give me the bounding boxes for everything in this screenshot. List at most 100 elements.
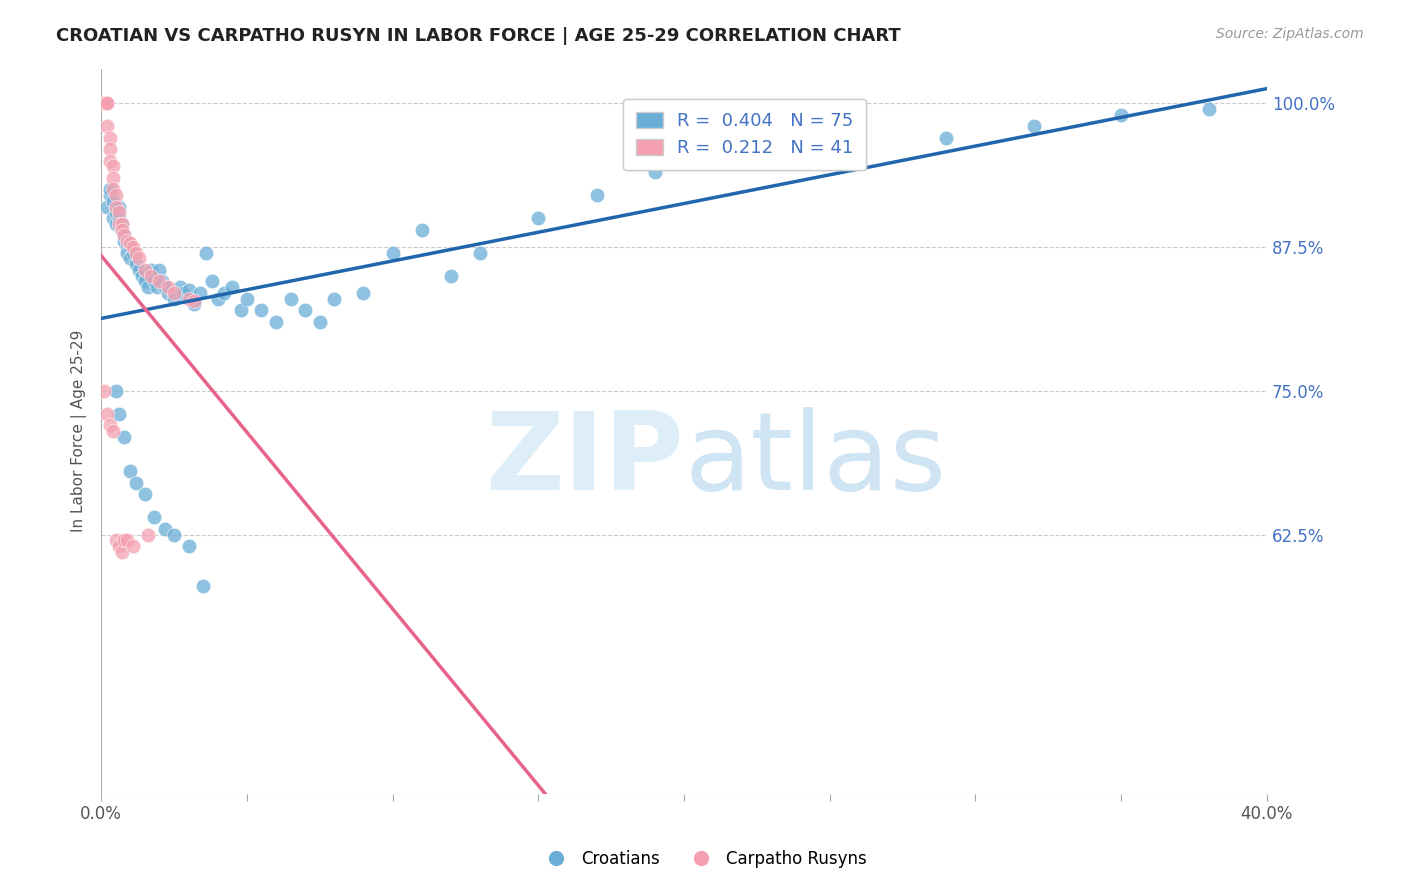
Point: [104, 200, 127, 214]
Point: [125, 245, 148, 260]
Point: [294, 303, 316, 318]
Point: [177, 292, 200, 306]
Point: [98, 153, 121, 168]
Point: [128, 263, 150, 277]
Point: [172, 285, 194, 300]
Point: [107, 407, 129, 421]
Point: [117, 234, 139, 248]
Point: [101, 194, 124, 208]
Point: [101, 160, 124, 174]
Point: [308, 315, 330, 329]
Point: [702, 153, 724, 168]
Point: [468, 245, 491, 260]
Point: [157, 285, 180, 300]
Point: [381, 245, 404, 260]
Point: [201, 275, 224, 289]
Point: [104, 205, 127, 219]
Point: [212, 285, 235, 300]
Point: [157, 280, 180, 294]
Point: [136, 280, 159, 294]
Point: [177, 283, 200, 297]
Point: [352, 285, 374, 300]
Point: [122, 245, 145, 260]
Point: [96, 96, 118, 111]
Point: [848, 142, 870, 156]
Point: [139, 263, 162, 277]
Point: [163, 285, 186, 300]
Point: [96, 119, 118, 133]
Point: [139, 268, 162, 283]
Point: [110, 545, 132, 559]
Point: [440, 268, 463, 283]
Point: [761, 148, 783, 162]
Point: [142, 275, 165, 289]
Point: [117, 533, 139, 548]
Point: [125, 475, 148, 490]
Point: [1022, 119, 1045, 133]
Point: [114, 533, 136, 548]
Point: [98, 188, 121, 202]
Point: [163, 527, 186, 541]
Point: [107, 200, 129, 214]
Point: [155, 280, 177, 294]
Point: [644, 165, 666, 179]
Point: [104, 188, 127, 202]
Point: [128, 252, 150, 266]
Point: [250, 303, 273, 318]
Text: atlas: atlas: [683, 407, 946, 513]
Text: ZIP: ZIP: [485, 407, 683, 513]
Point: [191, 579, 214, 593]
Point: [114, 228, 136, 243]
Point: [110, 222, 132, 236]
Point: [183, 297, 205, 311]
Point: [110, 217, 132, 231]
Point: [101, 182, 124, 196]
Point: [110, 222, 132, 236]
Point: [155, 522, 177, 536]
Point: [120, 252, 142, 266]
Point: [264, 315, 287, 329]
Point: [935, 130, 957, 145]
Point: [101, 211, 124, 226]
Point: [93, 384, 115, 398]
Point: [163, 292, 186, 306]
Point: [96, 200, 118, 214]
Point: [114, 228, 136, 243]
Y-axis label: In Labor Force | Age 25-29: In Labor Force | Age 25-29: [72, 330, 87, 533]
Point: [125, 257, 148, 271]
Point: [101, 424, 124, 438]
Point: [101, 170, 124, 185]
Point: [120, 240, 142, 254]
Point: [104, 217, 127, 231]
Point: [207, 292, 229, 306]
Point: [107, 205, 129, 219]
Point: [98, 130, 121, 145]
Point: [107, 211, 129, 226]
Point: [120, 236, 142, 251]
Point: [96, 96, 118, 111]
Point: [195, 245, 218, 260]
Legend: R =  0.404   N = 75, R =  0.212   N = 41: R = 0.404 N = 75, R = 0.212 N = 41: [623, 99, 866, 170]
Point: [134, 275, 156, 289]
Point: [104, 533, 127, 548]
Point: [148, 275, 170, 289]
Point: [527, 211, 550, 226]
Point: [122, 240, 145, 254]
Point: [117, 245, 139, 260]
Point: [150, 275, 173, 289]
Legend: Croatians, Carpatho Rusyns: Croatians, Carpatho Rusyns: [533, 844, 873, 875]
Point: [98, 182, 121, 196]
Text: Source: ZipAtlas.com: Source: ZipAtlas.com: [1216, 27, 1364, 41]
Point: [183, 293, 205, 308]
Point: [148, 263, 170, 277]
Point: [134, 263, 156, 277]
Point: [229, 303, 252, 318]
Point: [114, 430, 136, 444]
Point: [142, 510, 165, 524]
Point: [120, 464, 142, 478]
Point: [93, 96, 115, 111]
Point: [134, 487, 156, 501]
Point: [98, 418, 121, 433]
Point: [145, 280, 167, 294]
Point: [114, 234, 136, 248]
